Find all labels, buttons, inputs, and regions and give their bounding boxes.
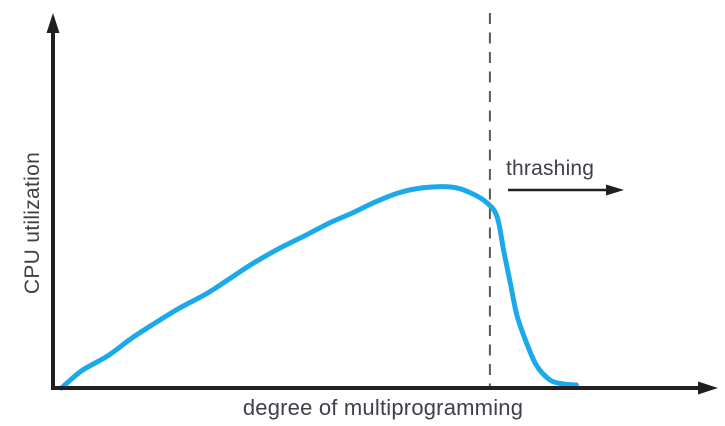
x-axis-label: degree of multiprogramming bbox=[242, 395, 524, 420]
thrashing-label: thrashing bbox=[506, 157, 595, 180]
y-axis-arrowhead-icon bbox=[46, 13, 60, 33]
thrashing-arrow bbox=[508, 184, 624, 196]
right-arrowhead-icon bbox=[606, 184, 624, 196]
y-axis-label: CPU utilization bbox=[21, 151, 44, 295]
cpu-utilization-curve bbox=[59, 184, 579, 391]
x-axis-arrowhead-icon bbox=[698, 381, 718, 395]
